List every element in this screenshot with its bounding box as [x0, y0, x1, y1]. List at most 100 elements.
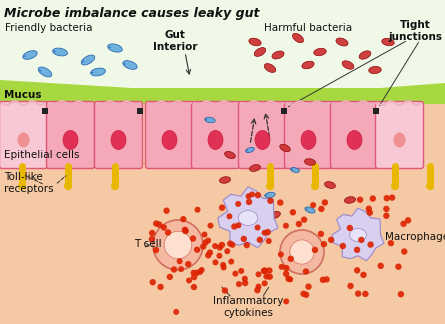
Circle shape [283, 265, 290, 271]
Circle shape [283, 298, 289, 305]
FancyBboxPatch shape [191, 101, 239, 168]
Circle shape [232, 271, 239, 277]
Circle shape [231, 223, 238, 230]
Circle shape [185, 261, 191, 267]
Text: Gut
Interior: Gut Interior [153, 30, 197, 52]
Circle shape [218, 242, 225, 248]
FancyBboxPatch shape [146, 101, 194, 168]
Circle shape [362, 291, 368, 297]
Circle shape [347, 225, 353, 231]
Circle shape [261, 268, 267, 274]
Circle shape [287, 276, 293, 283]
Circle shape [290, 240, 314, 264]
Circle shape [377, 263, 384, 269]
Circle shape [401, 248, 408, 255]
Polygon shape [332, 208, 384, 261]
Circle shape [285, 275, 291, 282]
Ellipse shape [219, 177, 231, 183]
Circle shape [370, 195, 376, 202]
Ellipse shape [270, 212, 280, 219]
Circle shape [150, 279, 156, 285]
Ellipse shape [38, 67, 52, 77]
Ellipse shape [291, 168, 299, 172]
Circle shape [228, 259, 234, 265]
Ellipse shape [314, 48, 326, 56]
Ellipse shape [255, 131, 270, 149]
Circle shape [217, 244, 223, 251]
Circle shape [207, 223, 214, 229]
Ellipse shape [369, 66, 381, 74]
Ellipse shape [250, 165, 260, 171]
Circle shape [279, 264, 285, 270]
Circle shape [355, 290, 361, 297]
Text: Microbe imbalance causes leaky gut: Microbe imbalance causes leaky gut [4, 7, 259, 20]
Circle shape [230, 242, 235, 248]
Circle shape [206, 249, 213, 256]
Circle shape [340, 243, 346, 249]
Circle shape [301, 216, 307, 223]
Bar [0, 0, 445, 102]
Ellipse shape [347, 131, 362, 149]
Circle shape [197, 269, 203, 275]
Circle shape [254, 287, 261, 293]
Circle shape [238, 268, 244, 274]
Text: Inflammatory
cytokines: Inflammatory cytokines [213, 296, 283, 318]
Circle shape [243, 242, 250, 248]
Ellipse shape [240, 196, 250, 204]
Circle shape [242, 276, 248, 282]
Ellipse shape [280, 144, 290, 152]
Circle shape [227, 213, 232, 219]
Circle shape [262, 267, 268, 274]
Circle shape [295, 221, 302, 227]
Circle shape [395, 263, 402, 270]
Circle shape [257, 237, 263, 243]
Circle shape [266, 182, 274, 190]
Circle shape [18, 182, 26, 190]
Circle shape [303, 292, 309, 298]
Circle shape [354, 267, 360, 273]
Ellipse shape [324, 181, 336, 189]
Circle shape [194, 207, 201, 213]
Circle shape [320, 277, 326, 283]
Bar [373, 108, 379, 114]
Circle shape [177, 258, 183, 264]
Circle shape [267, 273, 273, 280]
Ellipse shape [225, 151, 235, 158]
Circle shape [227, 240, 234, 247]
Circle shape [212, 259, 218, 265]
Circle shape [182, 228, 189, 234]
Circle shape [235, 222, 242, 228]
Circle shape [191, 274, 197, 280]
Circle shape [165, 229, 171, 236]
Circle shape [283, 271, 289, 277]
Polygon shape [0, 80, 445, 104]
FancyBboxPatch shape [0, 101, 48, 168]
Ellipse shape [108, 44, 122, 52]
Circle shape [357, 196, 363, 203]
Circle shape [388, 240, 394, 246]
Bar [42, 108, 48, 114]
Ellipse shape [264, 64, 276, 73]
Circle shape [186, 277, 192, 284]
Circle shape [354, 247, 360, 253]
Circle shape [262, 280, 268, 286]
Bar [137, 108, 143, 114]
Circle shape [219, 204, 225, 211]
Circle shape [149, 230, 155, 236]
Circle shape [205, 252, 211, 259]
Circle shape [321, 241, 327, 247]
Circle shape [153, 247, 159, 253]
Circle shape [194, 247, 200, 253]
Circle shape [198, 267, 205, 273]
Circle shape [191, 284, 197, 290]
Circle shape [212, 243, 218, 249]
Bar [281, 108, 287, 114]
Circle shape [255, 271, 262, 277]
Ellipse shape [23, 51, 37, 59]
FancyBboxPatch shape [331, 101, 379, 168]
Ellipse shape [91, 68, 105, 76]
Circle shape [246, 193, 251, 199]
Circle shape [368, 241, 374, 248]
Circle shape [224, 248, 230, 254]
Ellipse shape [205, 117, 215, 123]
